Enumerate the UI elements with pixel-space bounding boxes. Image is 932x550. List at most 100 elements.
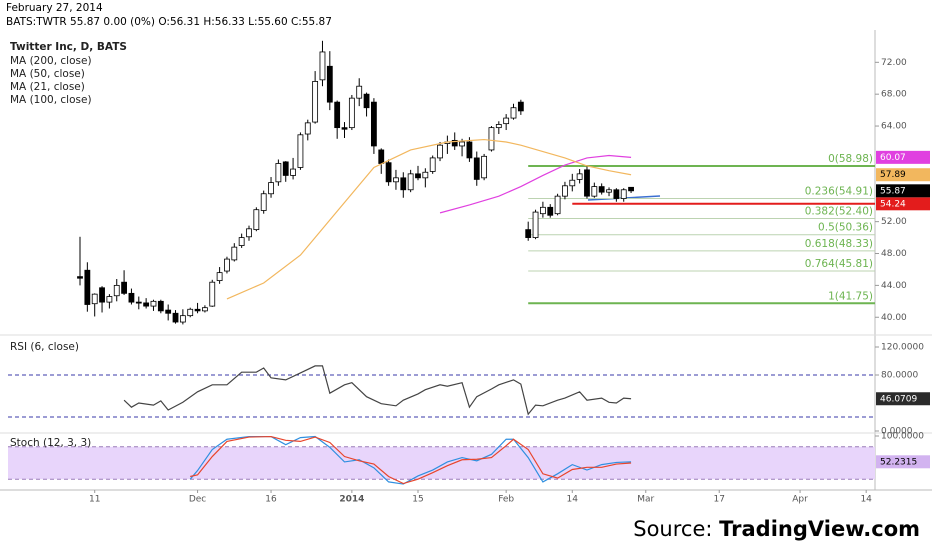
candle-body <box>378 149 385 164</box>
candle-body <box>517 101 524 112</box>
candle-body <box>606 189 612 193</box>
price-tag-bg <box>876 168 930 182</box>
fib-label: 1(41.75) <box>828 290 873 302</box>
candle-body <box>106 296 113 303</box>
fib-label: 0.618(48.33) <box>805 238 873 250</box>
candle-body <box>84 269 91 305</box>
y-tick-label: 120.0000 <box>881 343 924 353</box>
candle-body <box>620 189 627 199</box>
price-tag: 46.0709 <box>880 394 917 404</box>
candle-body <box>437 144 443 159</box>
panel-title: RSI (6, close) <box>10 341 79 353</box>
candle-body <box>400 177 407 191</box>
y-tick-label: 48.00 <box>881 249 907 259</box>
candle-body <box>547 206 554 216</box>
source-prefix: Source: <box>633 517 712 541</box>
candle-body <box>584 169 590 197</box>
candle-body <box>319 51 326 81</box>
y-tick-label: 64.00 <box>881 122 907 132</box>
x-tick-label: 16 <box>265 495 277 505</box>
y-tick-label: 40.00 <box>881 313 907 323</box>
legend-entry: MA (100, close) <box>10 94 92 106</box>
y-tick-label: 100.0000 <box>881 432 924 442</box>
candle-body <box>135 301 142 304</box>
series-line <box>439 154 632 214</box>
candle-body <box>613 189 620 199</box>
band-fill <box>8 446 875 480</box>
y-tick-label: 72.00 <box>881 58 907 68</box>
candle-body <box>341 127 348 130</box>
y-tick-label: 68.00 <box>881 90 907 100</box>
candle-body <box>187 308 194 317</box>
candle-body <box>532 211 539 238</box>
candle-body <box>224 258 230 272</box>
x-tick-label: Apr <box>792 495 808 505</box>
candle-body <box>562 185 568 197</box>
price-tag-bg <box>876 150 930 164</box>
candle-body <box>77 276 83 279</box>
candle-body <box>113 284 120 297</box>
y-tick-label: 52.00 <box>881 217 907 227</box>
legend-title: Twitter Inc, D, BATS <box>10 41 127 53</box>
candle-body <box>209 281 216 307</box>
candle-body <box>503 117 510 125</box>
x-tick-label: 11 <box>89 495 100 505</box>
candle-body <box>290 168 296 176</box>
candle-body <box>569 179 576 187</box>
candle-body <box>363 93 370 109</box>
legend-entry: MA (50, close) <box>10 68 85 80</box>
header-quote: BATS:TWTR 55.87 0.00 (0%) O:56.31 H:56.3… <box>6 16 332 28</box>
x-tick-label: Dec <box>189 495 206 505</box>
candle-body <box>407 173 414 191</box>
candle-body <box>356 85 363 99</box>
price-tag: 52.2315 <box>880 457 917 467</box>
fib-label: 0.5(50.36) <box>818 222 873 234</box>
x-tick-label: 14 <box>567 495 579 505</box>
price-tag-bg <box>876 392 930 406</box>
candle-body <box>253 209 260 231</box>
candle-body <box>150 300 157 307</box>
x-tick-label: 14 <box>860 495 872 505</box>
candle-body <box>510 107 517 119</box>
candle-body <box>121 281 127 294</box>
panel-title: Stoch (12, 3, 3) <box>10 437 91 449</box>
price-tag-bg <box>876 197 930 211</box>
fib-label: 0.382(52.40) <box>805 205 873 217</box>
fib-label: 0(58.98) <box>828 153 873 165</box>
y-tick-label: 44.00 <box>881 281 907 291</box>
y-tick-label: 80.0000 <box>881 371 918 381</box>
candle-body <box>459 141 465 147</box>
candle-body <box>488 127 495 151</box>
candle-body <box>539 206 546 215</box>
source-site: TradingView.com <box>719 517 920 541</box>
candle-body <box>429 157 436 172</box>
candle-body <box>385 162 392 183</box>
candle-body <box>451 139 458 147</box>
series-line <box>226 138 632 300</box>
candle-body <box>326 65 333 103</box>
x-tick-label: 15 <box>412 495 423 505</box>
candle-body <box>275 163 282 183</box>
candle-body <box>422 171 429 179</box>
candle-body <box>525 229 532 238</box>
candle-body <box>371 101 377 147</box>
price-tag-bg <box>876 455 930 469</box>
fib-label: 0.764(45.81) <box>805 258 873 270</box>
candle-body <box>99 287 105 303</box>
candle-body <box>598 186 605 193</box>
candle-body <box>297 134 304 168</box>
candle-body <box>576 173 583 180</box>
candle-body <box>194 308 201 312</box>
candle-body <box>216 272 223 282</box>
candle-body <box>591 186 598 197</box>
candle-body <box>415 173 421 179</box>
candle-body <box>143 302 150 307</box>
candle-body <box>238 237 245 246</box>
series-line <box>123 365 632 416</box>
legend-entry: MA (21, close) <box>10 81 85 93</box>
candle-body <box>554 195 561 215</box>
candle-body <box>231 246 238 261</box>
candle-body <box>466 141 473 159</box>
header-date: February 27, 2014 <box>6 2 103 14</box>
